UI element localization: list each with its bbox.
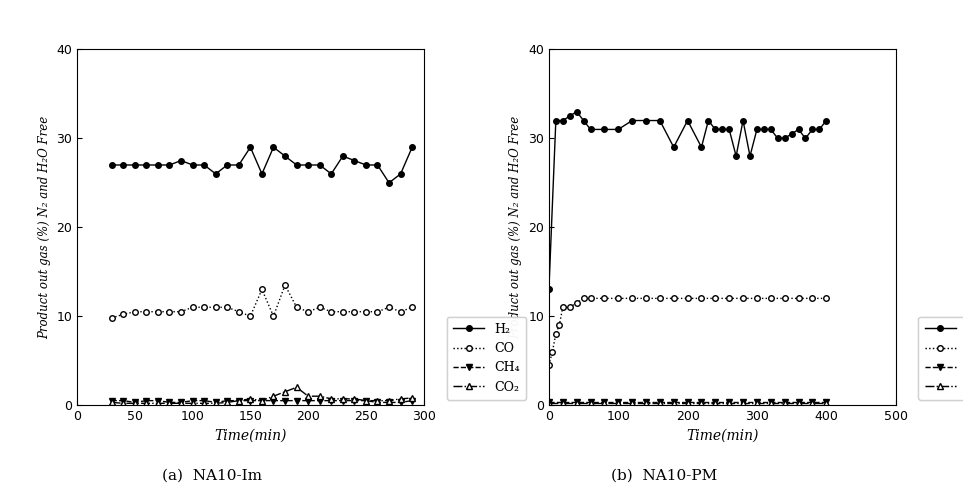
Text: (a)  NA10-Im: (a) NA10-Im	[162, 468, 262, 482]
Legend: H₂, CO, CH₄, CO₂: H₂, CO, CH₄, CO₂	[919, 317, 963, 400]
Legend: H₂, CO, CH₄, CO₂: H₂, CO, CH₄, CO₂	[447, 317, 526, 400]
Text: (b)  NA10-PM: (b) NA10-PM	[612, 468, 717, 482]
X-axis label: Time(min): Time(min)	[686, 428, 759, 443]
Y-axis label: Product out gas (%) N₂ and H₂O Free: Product out gas (%) N₂ and H₂O Free	[38, 116, 51, 339]
X-axis label: Time(min): Time(min)	[214, 428, 287, 443]
Y-axis label: Product out gas (%) N₂ and H₂O Free: Product out gas (%) N₂ and H₂O Free	[509, 116, 523, 339]
